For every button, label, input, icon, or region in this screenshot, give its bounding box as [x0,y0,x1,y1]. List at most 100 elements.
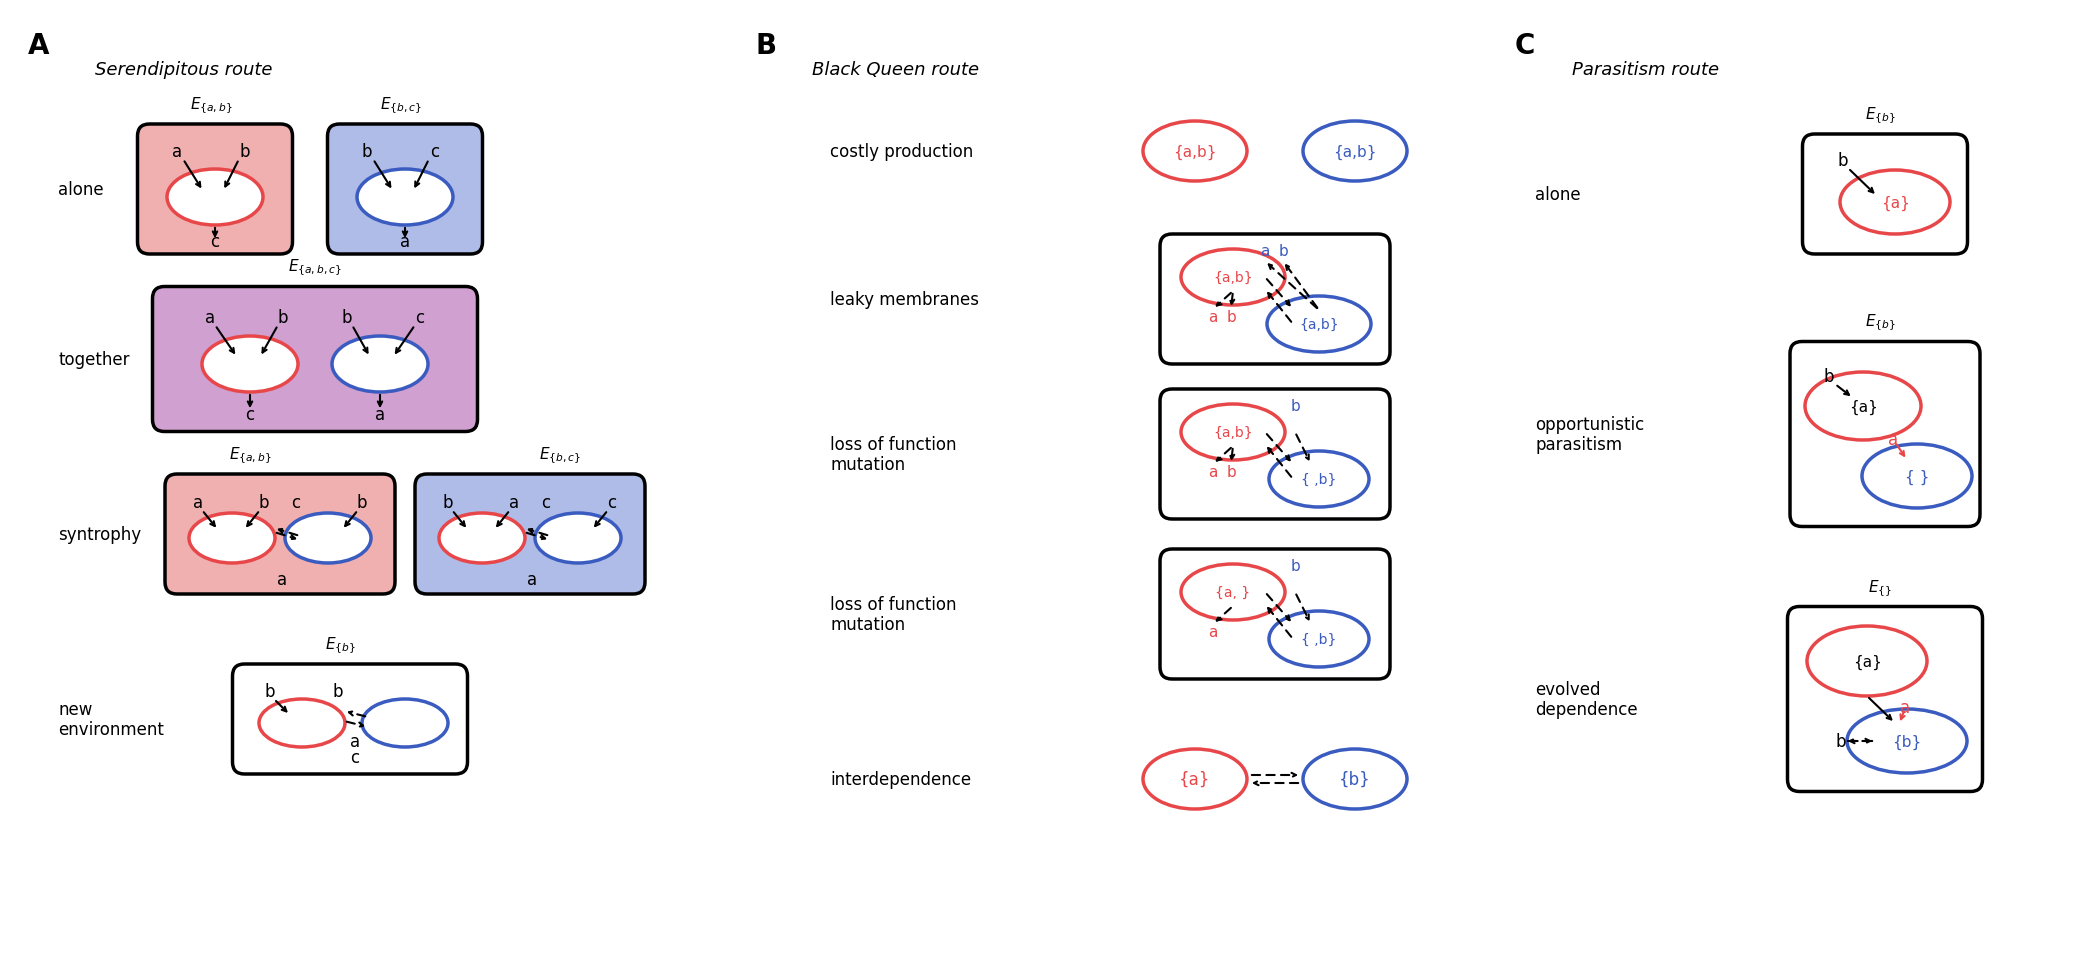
Ellipse shape [1268,296,1372,353]
Text: a: a [205,309,216,327]
Ellipse shape [535,514,620,563]
Text: b: b [241,143,251,161]
Text: a: a [527,571,537,588]
Text: a: a [172,143,183,161]
Text: a: a [376,406,386,423]
Text: {a,b}: {a,b} [1214,271,1253,285]
FancyBboxPatch shape [1803,135,1967,254]
Ellipse shape [1143,122,1247,182]
Text: Black Queen route: Black Queen route [811,61,979,79]
Text: {b}: {b} [1338,770,1372,788]
Text: c: c [351,748,359,766]
Text: loss of function
mutation: loss of function mutation [830,595,957,634]
Text: a: a [1901,699,1911,717]
Text: b: b [1838,152,1849,170]
Text: b: b [1226,465,1237,480]
Text: Serendipitous route: Serendipitous route [95,61,272,79]
FancyBboxPatch shape [1791,342,1980,527]
Ellipse shape [1181,250,1284,306]
Text: {b}: {b} [1892,734,1921,749]
Text: b: b [332,682,342,700]
Text: alone: alone [58,181,104,199]
Text: A: A [27,32,50,60]
Text: {a,b}: {a,b} [1214,426,1253,439]
Text: a: a [193,494,203,512]
Text: $E_{\{a,b\}}$: $E_{\{a,b\}}$ [189,95,232,115]
Text: alone: alone [1536,186,1581,204]
Text: {a}: {a} [1179,770,1210,788]
Text: b: b [1278,244,1289,259]
FancyBboxPatch shape [415,475,645,595]
Text: B: B [755,32,776,60]
FancyBboxPatch shape [1160,234,1390,365]
Text: {a,b}: {a,b} [1172,144,1216,159]
FancyBboxPatch shape [232,664,467,774]
Text: new
environment: new environment [58,700,164,739]
Text: c: c [210,233,220,251]
Text: a: a [1208,625,1218,639]
FancyBboxPatch shape [328,125,483,254]
Text: a: a [276,571,286,588]
Text: b: b [1291,399,1299,414]
Text: b: b [278,309,288,327]
Text: b: b [1226,310,1237,325]
Text: a: a [1208,465,1218,480]
Text: b: b [1836,732,1847,750]
Ellipse shape [357,170,452,226]
FancyBboxPatch shape [137,125,293,254]
Ellipse shape [1805,373,1921,440]
FancyBboxPatch shape [1787,607,1982,792]
FancyBboxPatch shape [166,475,394,595]
FancyBboxPatch shape [1160,390,1390,519]
Ellipse shape [332,336,427,393]
Ellipse shape [1303,122,1407,182]
Text: b: b [266,682,276,700]
Text: a: a [1888,431,1899,449]
Ellipse shape [1143,749,1247,809]
Ellipse shape [189,514,276,563]
Ellipse shape [1270,452,1370,507]
FancyBboxPatch shape [1160,550,1390,679]
Text: { }: { } [1905,469,1930,484]
Ellipse shape [1807,626,1928,697]
Text: $E_{\{b,c\}}$: $E_{\{b,c\}}$ [540,445,581,464]
Ellipse shape [1861,444,1971,509]
Text: b: b [1291,558,1299,574]
Text: leaky membranes: leaky membranes [830,291,979,309]
FancyBboxPatch shape [151,287,477,432]
Text: $E_{\{b\}}$: $E_{\{b\}}$ [324,635,355,655]
Ellipse shape [284,514,371,563]
Text: evolved
dependence: evolved dependence [1536,679,1637,719]
Text: b: b [442,494,452,512]
Ellipse shape [1181,405,1284,460]
Text: C: C [1515,32,1536,60]
Text: $E_{\{a,b,c\}}$: $E_{\{a,b,c\}}$ [288,257,342,277]
Text: { ,b}: { ,b} [1301,633,1336,646]
Text: $E_{\{b\}}$: $E_{\{b\}}$ [1865,313,1894,333]
Ellipse shape [440,514,525,563]
Text: {a,b}: {a,b} [1334,144,1376,159]
Text: c: c [290,494,301,512]
Text: opportunistic
parasitism: opportunistic parasitism [1536,416,1643,454]
Text: b: b [1824,368,1834,386]
Text: a: a [400,233,411,251]
Text: {a}: {a} [1880,195,1909,211]
Text: a: a [1208,310,1218,325]
Ellipse shape [166,170,264,226]
Text: { ,b}: { ,b} [1301,473,1336,486]
Text: {a,b}: {a,b} [1299,317,1338,332]
Ellipse shape [361,700,448,747]
Ellipse shape [1847,709,1967,773]
Text: $E_{\{b\}}$: $E_{\{b\}}$ [1865,105,1894,125]
Ellipse shape [1841,171,1950,234]
Text: c: c [608,494,616,512]
Ellipse shape [1303,749,1407,809]
Text: $E_{\{a,b\}}$: $E_{\{a,b\}}$ [228,445,272,464]
Text: b: b [342,309,353,327]
Text: loss of function
mutation: loss of function mutation [830,436,957,474]
Text: b: b [259,494,270,512]
Text: c: c [415,309,425,327]
Text: a: a [351,732,361,750]
Ellipse shape [1181,564,1284,620]
Text: b: b [357,494,367,512]
